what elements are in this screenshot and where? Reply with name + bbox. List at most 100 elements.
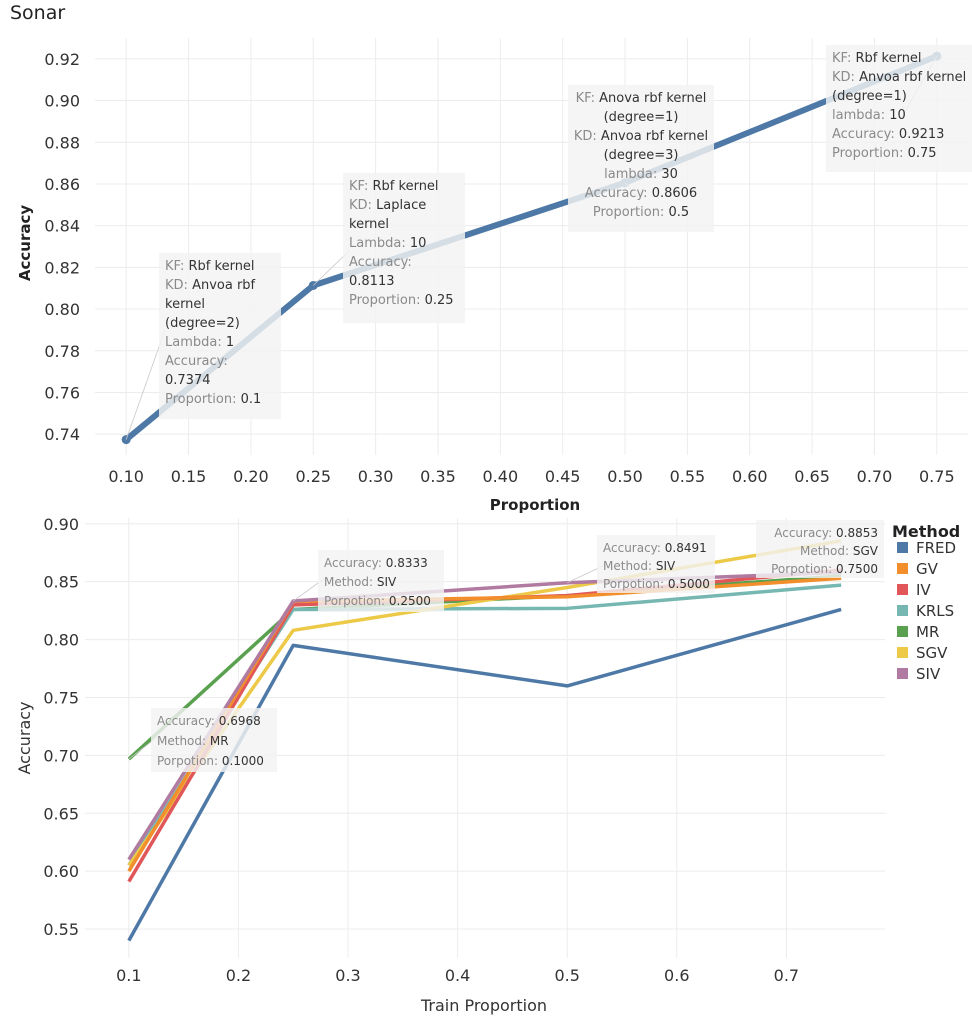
annotation-label: KF: (165, 259, 189, 274)
x-tick-label: 0.50 (607, 467, 643, 486)
annotation-line: Porpotion: 0.2500 (324, 594, 431, 608)
annotation-value: Rbf kernel (856, 51, 922, 66)
legend-label-fred: FRED (916, 539, 956, 557)
y-tick-label: 0.80 (44, 300, 80, 319)
x-tick-label: 0.2 (226, 966, 251, 985)
annotation-line: (degree=2) (165, 316, 240, 331)
y-tick-label: 0.60 (43, 862, 79, 881)
x-tick-label: 0.35 (420, 467, 456, 486)
annotation-value: 0.5000 (668, 577, 710, 591)
annotation-value: SIV (656, 559, 676, 573)
annotation-value: 0.25 (425, 293, 454, 308)
annotation-box: Accuracy: 0.6968 Method: MR Porpotion: 0.1… (128, 708, 277, 772)
y-tick-label: 0.78 (44, 342, 80, 361)
annotation-box: Accuracy: 0.8853 Method: SGV Porpotion: 0.… (756, 520, 884, 578)
annotation-label: Proportion: (349, 293, 425, 308)
y-tick-label: 0.55 (43, 920, 79, 939)
annotation-value: 0.8606 (652, 186, 698, 201)
x-tick-label: 0.4 (445, 966, 470, 985)
annotation-value: 1 (226, 335, 234, 350)
x-tick-label: 0.65 (794, 467, 830, 486)
y-tick-label: 0.74 (44, 425, 80, 444)
annotation-value: MR (210, 734, 229, 748)
annotation-line: kernel (349, 217, 389, 232)
annotation-line: Accuracy: 0.8853 (774, 526, 878, 540)
annotation-value: Anvoa rbf kernel (859, 70, 966, 85)
x-tick-label: 0.20 (233, 467, 269, 486)
y-tick-label: 0.76 (44, 383, 80, 402)
x-tick-label: 0.30 (358, 467, 394, 486)
annotation-line: Lambda: 1 (165, 335, 234, 350)
x-tick-label: 0.55 (670, 467, 706, 486)
annotation-line: Proportion: 0.75 (832, 146, 937, 161)
legend-label-siv: SIV (916, 665, 941, 683)
annotation-value: 0.8853 (836, 526, 878, 540)
annotation-background (568, 85, 714, 232)
annotation-value: 0.5 (668, 205, 689, 220)
annotation-label: Method: (324, 575, 377, 589)
annotation-line: kernel (165, 297, 205, 312)
y-tick-label: 0.70 (43, 746, 79, 765)
x-tick-label: 0.5 (554, 966, 579, 985)
annotation-label: Accuracy: (585, 186, 652, 201)
annotation-label: KD: (574, 129, 601, 144)
annotation-value: kernel (349, 217, 389, 232)
annotation-background (756, 520, 884, 578)
annotation-label: Porpotion: (157, 754, 222, 768)
annotation-value: Rbf kernel (189, 259, 255, 274)
annotation-line: (degree=3) (604, 148, 679, 163)
x-tick-label: 0.7 (774, 966, 799, 985)
annotation-value: (degree=3) (604, 148, 679, 163)
x-axis-label: Proportion (490, 496, 580, 514)
x-tick-label: 0.6 (664, 966, 689, 985)
annotation-value: 10 (889, 108, 906, 123)
annotation-box: Accuracy: 0.8333 Method: SIV Porpotion: 0.… (292, 550, 444, 612)
x-tick-label: 0.25 (295, 467, 331, 486)
annotation-background (826, 45, 972, 172)
annotation-line: KD: Anvoa rbf kernel (574, 129, 708, 144)
annotation-label: lambda: (832, 108, 889, 123)
annotation-line: (degree=1) (832, 89, 907, 104)
x-tick-label: 0.40 (483, 467, 519, 486)
annotation-value: 30 (661, 167, 678, 182)
x-tick-label: 0.70 (857, 467, 893, 486)
annotation-label: Accuracy: (774, 526, 836, 540)
annotation-label: KF: (576, 91, 600, 106)
annotation-label: lambda: (604, 167, 661, 182)
x-tick-label: 0.45 (545, 467, 581, 486)
annotation-label: Porpotion: (324, 594, 389, 608)
annotation-label: Porpotion: (771, 562, 836, 576)
annotation-label: Proportion: (165, 392, 241, 407)
annotation-label: KF: (832, 51, 856, 66)
annotation-line: Accuracy: 0.8606 (585, 186, 697, 201)
annotation-line: Method: SIV (603, 559, 676, 573)
annotation-value: 0.7500 (836, 562, 878, 576)
legend-swatch-sgv (897, 647, 908, 658)
legend-label-iv: IV (916, 581, 931, 599)
annotation-label: Porpotion: (603, 577, 668, 591)
y-axis-label: Accuracy (15, 701, 34, 774)
y-tick-label: 0.80 (43, 631, 79, 650)
annotation-line: KF: Rbf kernel (349, 179, 439, 194)
annotation-label: Method: (603, 559, 656, 573)
annotation-line: 0.7374 (165, 373, 211, 388)
legend-swatch-krls (897, 605, 908, 616)
y-tick-label: 0.82 (44, 258, 80, 277)
annotation-value: 0.1 (241, 392, 262, 407)
annotation-value: 0.6968 (219, 714, 261, 728)
annotation-line: Proportion: 0.5 (593, 205, 689, 220)
annotation-label: KF: (349, 179, 373, 194)
annotation-label: Accuracy: (157, 714, 219, 728)
annotation-label: Accuracy: (603, 541, 665, 555)
annotation-label: Lambda: (165, 335, 226, 350)
y-tick-label: 0.90 (44, 92, 80, 111)
y-tick-label: 0.90 (43, 515, 79, 534)
annotation-box: KF: Rbf kernel KD: Anvoa rbf kernel (degre… (826, 45, 972, 172)
annotation-value: Anvoa rbf (192, 278, 255, 293)
annotation-line: Lambda: 10 (349, 236, 426, 251)
annotation-label: Accuracy: (324, 556, 386, 570)
annotation-line: lambda: 30 (604, 167, 678, 182)
annotation-value: 0.2500 (389, 594, 431, 608)
annotation-value: (degree=2) (165, 316, 240, 331)
